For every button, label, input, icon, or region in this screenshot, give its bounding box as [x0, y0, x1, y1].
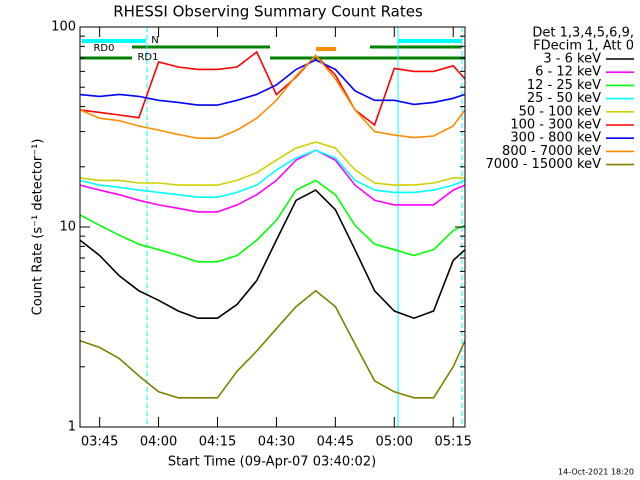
series-line: [79, 149, 466, 198]
chart-title: RHESSI Observing Summary Count Rates: [113, 3, 423, 21]
legend-header: Det 1,3,4,5,6,9,: [532, 26, 634, 41]
series-line: [79, 189, 466, 320]
flag-label: N: [151, 35, 158, 46]
y-tick-label: 100: [51, 20, 76, 35]
series-line: [79, 50, 466, 127]
legend-label: 800 - 7000 keV: [502, 144, 601, 159]
y-axis-label: Count Rate (s⁻¹ detector⁻¹): [31, 139, 46, 316]
footer: 14-Oct-2021 18:20: [558, 468, 634, 477]
legend-label: 6 - 12 keV: [535, 65, 601, 80]
legend-label: 7000 - 15000 keV: [486, 157, 602, 172]
y-tick-label: 10: [59, 220, 76, 235]
legend-label: 25 - 50 keV: [527, 91, 601, 106]
x-axis-label: Start Time (09-Apr-07 03:40:02): [168, 455, 376, 470]
x-tick-label: 04:15: [199, 435, 236, 450]
x-tick-label: 04:45: [317, 435, 354, 450]
series-line: [79, 141, 465, 186]
series-line: [79, 59, 466, 106]
legend-header: FDecim 1, Att 0: [533, 39, 634, 54]
flag-label: RD1: [137, 52, 158, 63]
flag-label: RD0: [93, 43, 114, 54]
series-line: [79, 179, 466, 263]
x-tick-label: 05:15: [434, 435, 471, 450]
series-line: [79, 289, 466, 399]
series-line: [79, 54, 466, 139]
y-tick-label: 1: [68, 420, 76, 435]
x-tick-label: 05:00: [376, 435, 413, 450]
legend-label: 12 - 25 keV: [527, 78, 601, 93]
legend-label: 100 - 300 keV: [510, 118, 601, 133]
x-tick-label: 04:30: [258, 435, 295, 450]
x-tick-label: 04:00: [140, 435, 177, 450]
legend-label: 50 - 100 keV: [519, 104, 602, 119]
legend-label: 3 - 6 keV: [543, 52, 601, 67]
series-line: [79, 149, 466, 213]
x-tick-label: 03:45: [81, 435, 118, 450]
legend-label: 300 - 800 keV: [510, 131, 601, 146]
